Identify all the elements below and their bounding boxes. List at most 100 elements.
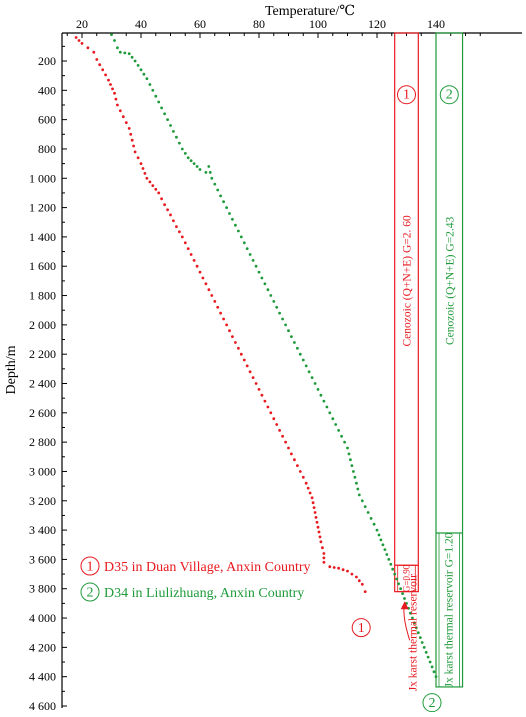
series-2-point <box>228 212 231 215</box>
series-1-point <box>198 270 202 274</box>
series-1-point <box>113 91 116 95</box>
y-tick-label: 3 600 <box>29 552 56 566</box>
series-1-point <box>251 376 255 379</box>
series-1-point <box>321 546 324 550</box>
y-tick-label: 3 000 <box>29 464 56 478</box>
y-axis-ticks: 200 400 600 800 1 000 1 200 1 400 1 600 1 800 2 0… <box>29 45 67 713</box>
series-2-point <box>346 446 349 450</box>
series-1-point <box>201 276 205 280</box>
series-2-point <box>225 206 229 210</box>
series-1-point <box>180 235 184 239</box>
series-2-point <box>428 660 432 664</box>
series-2-point <box>347 452 351 456</box>
series-2-point <box>245 247 249 251</box>
series-1-point <box>310 496 314 500</box>
series-2-point <box>377 533 381 537</box>
series-2-point <box>160 106 164 110</box>
series-2-point <box>110 33 113 36</box>
series-2-point <box>403 597 406 600</box>
series-2-point <box>355 481 358 485</box>
series-1-point <box>195 264 199 268</box>
series-2-point <box>350 464 354 467</box>
series-2-point <box>413 621 416 625</box>
series-2-point <box>148 83 152 86</box>
series-2-point <box>242 241 246 245</box>
series-1-point <box>80 42 84 45</box>
series-2-point <box>387 558 391 561</box>
x-axis-ticks: 20 40 60 80 100 120 140 <box>66 17 481 38</box>
series-2-point <box>145 77 149 80</box>
x-tick-label: 60 <box>194 17 206 31</box>
series-1-point <box>213 300 217 303</box>
y-tick-label: 4 200 <box>29 640 56 654</box>
series-2-point <box>424 650 428 654</box>
series-2-point <box>231 217 234 221</box>
series-1-point <box>143 172 147 175</box>
series-2-point <box>310 376 314 379</box>
series-1-point <box>346 569 349 573</box>
series-2-point <box>422 646 426 649</box>
series-1-point <box>304 481 308 485</box>
series-2-point <box>195 165 199 168</box>
series-1-point <box>77 39 81 42</box>
series-2-point <box>208 171 212 174</box>
series-2-point <box>369 517 373 520</box>
y-tick-label: 3 200 <box>29 494 56 508</box>
series-2-point <box>319 393 323 397</box>
series-2-point <box>397 582 400 586</box>
series-2-point <box>216 188 220 192</box>
series-2-point <box>251 259 255 262</box>
y-tick-label: 4 000 <box>29 611 56 625</box>
series-1-point <box>298 470 302 473</box>
series-2-point <box>313 382 317 385</box>
series-2-point <box>260 276 264 280</box>
x-tick-label: 140 <box>427 17 445 31</box>
y-tick-label: 3 800 <box>29 582 56 596</box>
annotations: Jx karst thermal reservoir 1 2 <box>351 574 442 713</box>
series-1-point <box>337 566 340 570</box>
curve-end-marker-text: 2 <box>429 696 436 711</box>
series-2-point <box>198 168 202 171</box>
series-1-point <box>111 87 114 91</box>
series-2-point <box>219 194 223 198</box>
series-2-point <box>411 616 414 620</box>
series-1-point <box>317 530 321 534</box>
y-tick-label: 1 800 <box>29 289 56 303</box>
series-1-point <box>219 311 223 315</box>
series-2-point <box>207 165 211 168</box>
curve-end-marker-text: 1 <box>358 621 365 636</box>
series-1-point <box>207 288 211 292</box>
series-1-point <box>313 511 317 514</box>
column-2-marker-text: 2 <box>446 88 453 103</box>
series-1-point <box>121 115 125 119</box>
series-1-point <box>104 73 107 77</box>
series-1-point <box>166 208 170 212</box>
series-1-point <box>129 132 133 136</box>
series-2-point <box>409 611 412 615</box>
series-1-point <box>151 184 155 188</box>
series-2-point <box>186 156 190 160</box>
series-1-point <box>172 219 175 223</box>
series-2-point <box>360 499 364 503</box>
column-2-lower-label: Jx karst thermal reservoir G=1.20 <box>443 532 455 687</box>
series-1-point <box>260 393 264 397</box>
series-2-point <box>334 423 338 426</box>
series-1-point <box>192 259 196 262</box>
series-1-point <box>263 399 267 403</box>
series-2-point <box>169 124 172 127</box>
series-1-point <box>154 187 158 191</box>
legend-label: D35 in Duan Village, Anxin Country <box>104 560 311 575</box>
series-2-point <box>272 300 276 303</box>
series-2-point <box>356 487 360 491</box>
series-2-point <box>248 253 252 256</box>
series-1-point <box>322 560 326 564</box>
series-1-point <box>222 317 226 321</box>
series-2-point <box>178 141 181 145</box>
y-tick-label: 3 400 <box>29 523 56 537</box>
y-axis-title: Depth/m <box>4 345 19 394</box>
series-layer <box>74 33 438 679</box>
series-1-point <box>118 109 122 113</box>
series-1-point <box>160 197 164 201</box>
y-tick-label: 200 <box>38 54 56 68</box>
